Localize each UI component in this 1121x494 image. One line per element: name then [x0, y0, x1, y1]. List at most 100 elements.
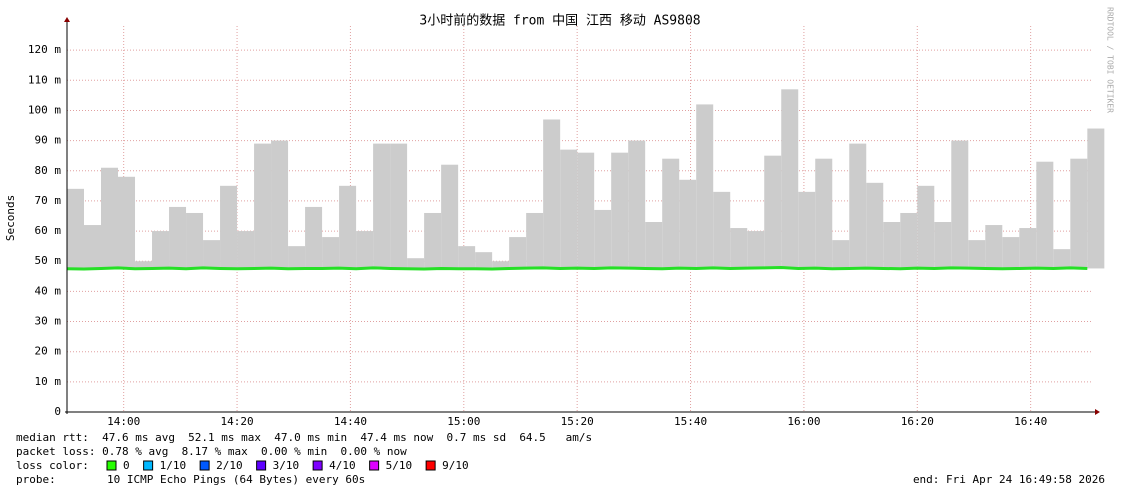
- loss-legend-label: 4/10: [329, 459, 356, 472]
- axis-arrow: [64, 17, 70, 22]
- smoke-bar: [1036, 161, 1054, 269]
- smoke-bar: [577, 152, 595, 269]
- y-tick-label: 90 m: [35, 134, 62, 147]
- smoke-bar: [339, 185, 357, 269]
- loss-swatch: [312, 460, 323, 471]
- smoke-bar: [917, 185, 935, 269]
- x-tick-label: 15:20: [561, 415, 594, 428]
- smoke-bar: [628, 140, 646, 269]
- smoke-bar: [186, 212, 204, 269]
- y-tick-label: 60 m: [35, 224, 62, 237]
- smoke-bar: [781, 89, 799, 268]
- y-tick-label: 70 m: [35, 194, 62, 207]
- x-tick-label: 14:20: [220, 415, 253, 428]
- axis-arrow: [1095, 409, 1100, 415]
- loss-legend-label: 0: [123, 459, 130, 472]
- smoke-bar: [713, 191, 731, 268]
- smoke-bar: [271, 140, 289, 269]
- smoke-bar: [135, 261, 153, 269]
- y-tick-label: 40 m: [35, 284, 62, 297]
- smoke-bar: [951, 140, 969, 268]
- smoke-bar: [203, 240, 221, 268]
- loss-legend-label: 3/10: [273, 459, 300, 472]
- smoke-bar: [679, 179, 697, 269]
- smoke-bar: [84, 225, 102, 270]
- loss-legend-label: 9/10: [442, 459, 469, 472]
- smoke-bar: [1053, 249, 1071, 269]
- smoke-bar: [1002, 237, 1020, 269]
- y-tick-label: 10 m: [35, 375, 62, 388]
- loss-legend-label: 2/10: [216, 459, 243, 472]
- smoke-bar: [526, 212, 544, 269]
- loss-legend-label: 5/10: [386, 459, 413, 472]
- x-tick-label: 16:40: [1014, 415, 1047, 428]
- x-tick-label: 15:00: [447, 415, 480, 428]
- chart-title: 3小时前的数据 from 中国 江西 移动 AS9808: [419, 13, 700, 29]
- end-time: end: Fri Apr 24 16:49:58 2026: [913, 473, 1105, 486]
- smoke-bar: [645, 222, 663, 269]
- y-tick-label: 80 m: [35, 164, 62, 177]
- smoke-bar: [254, 143, 272, 269]
- smoke-bar: [1019, 228, 1037, 269]
- loss-swatch: [425, 460, 436, 471]
- smoke-bar: [220, 185, 238, 269]
- y-tick-label: 20 m: [35, 345, 62, 358]
- loss-swatch: [256, 460, 267, 471]
- smoke-bar: [968, 240, 986, 269]
- smoke-bar: [900, 212, 918, 269]
- watermark: RRDTOOL / TOBI OETIKER: [1106, 7, 1115, 113]
- y-tick-label: 0: [54, 405, 61, 418]
- smoke-bar: [441, 164, 459, 269]
- smoke-bar: [169, 206, 187, 269]
- smoke-bar: [662, 158, 680, 269]
- y-tick-label: 50 m: [35, 254, 62, 267]
- loss-swatch: [199, 460, 210, 471]
- smoke-bar: [696, 104, 714, 269]
- y-tick-label: 30 m: [35, 315, 62, 328]
- probe-label: probe:: [16, 473, 56, 486]
- y-tick-label: 120 m: [28, 43, 61, 56]
- smoke-bar: [305, 206, 323, 269]
- smoke-bar: [815, 158, 833, 269]
- smoke-bar: [492, 261, 510, 270]
- smoke-bar: [985, 225, 1003, 269]
- smoke-bar: [390, 143, 408, 269]
- x-tick-label: 16:00: [787, 415, 820, 428]
- smoke-bar: [560, 149, 578, 269]
- smoke-bar: [611, 152, 629, 268]
- smoke-bar: [832, 240, 850, 269]
- smoke-bar: [883, 222, 901, 269]
- y-axis-label: Seconds: [4, 195, 17, 241]
- smoke-bar: [509, 237, 527, 269]
- smoke-bar: [543, 119, 561, 268]
- smoke-bar: [934, 222, 952, 269]
- smoke-bar: [475, 252, 493, 269]
- loss-label: loss color:: [16, 459, 89, 472]
- smoke-bar: [1070, 158, 1088, 268]
- smoke-bar: [237, 231, 255, 269]
- loss-legend-label: 1/10: [160, 459, 187, 472]
- smoke-bar: [67, 188, 85, 269]
- x-tick-label: 14:40: [334, 415, 367, 428]
- smoke-bar: [866, 182, 884, 269]
- smoke-bar: [152, 231, 170, 269]
- smoke-bar: [407, 258, 425, 269]
- smoke-bar: [356, 231, 374, 269]
- x-tick-label: 15:40: [674, 415, 707, 428]
- stats-line: median rtt: 47.6 ms avg 52.1 ms max 47.0…: [16, 431, 592, 444]
- x-tick-label: 14:00: [107, 415, 140, 428]
- smoke-bar: [288, 246, 306, 269]
- smoke-bar: [798, 191, 816, 269]
- smoke-bar: [118, 176, 136, 268]
- loss-swatch: [106, 460, 117, 471]
- smoke-bar: [747, 231, 765, 269]
- smoke-bar: [730, 228, 748, 269]
- smoke-bar: [1087, 128, 1105, 269]
- x-tick-label: 16:20: [901, 415, 934, 428]
- smoke-bar: [373, 143, 391, 268]
- y-tick-label: 110 m: [28, 73, 61, 86]
- y-tick-label: 100 m: [28, 103, 61, 116]
- probe: 10 ICMP Echo Pings (64 Bytes) every 60s: [107, 473, 365, 486]
- median-line: [66, 266, 1088, 271]
